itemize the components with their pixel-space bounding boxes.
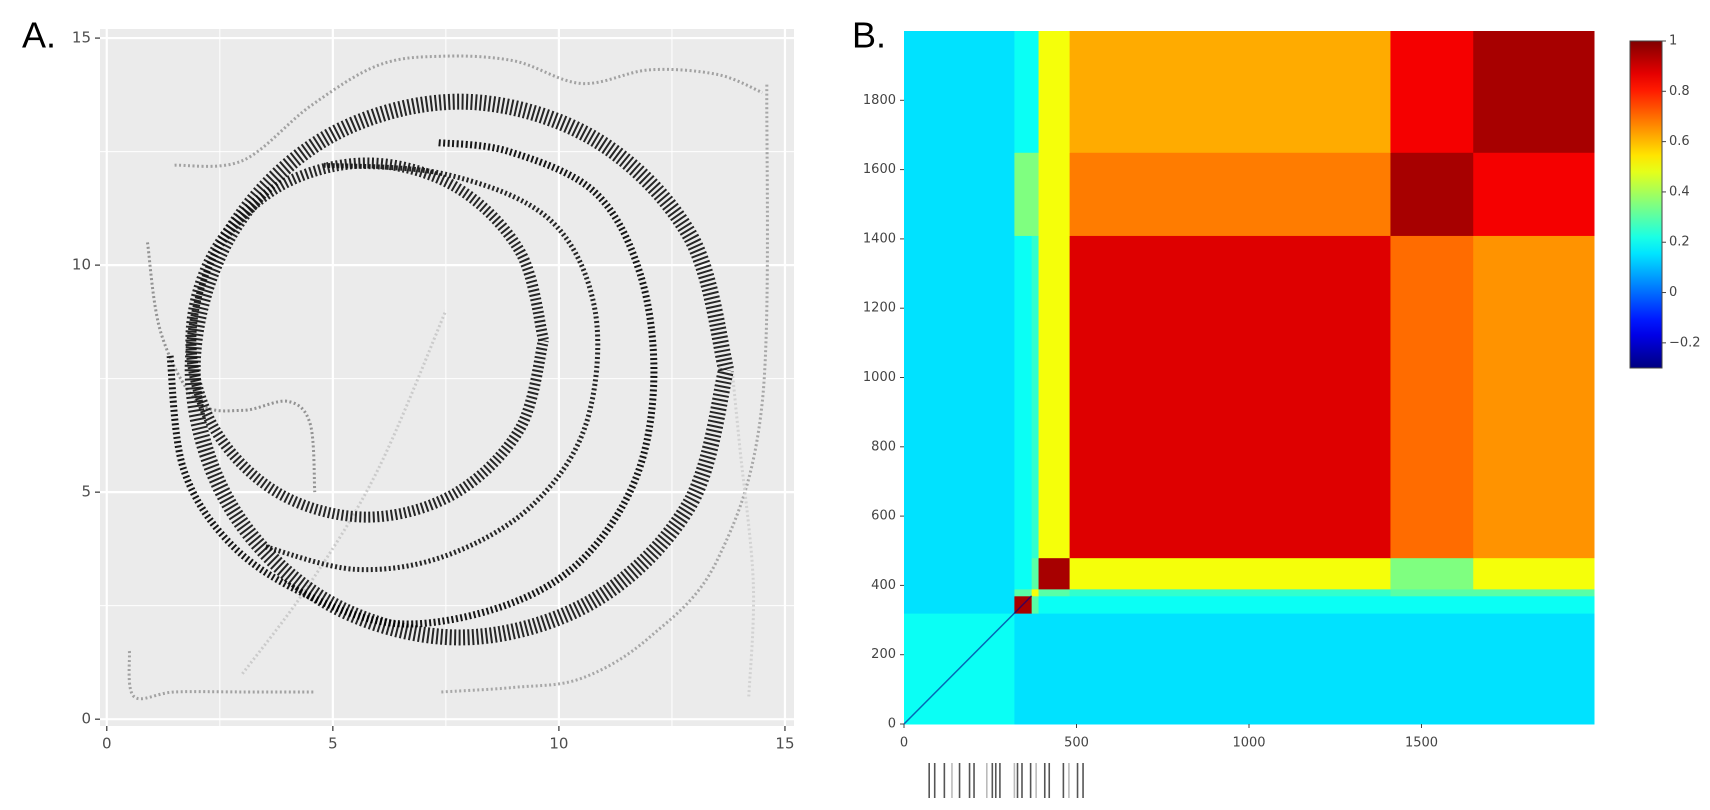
heatmap-cell: [1473, 588, 1595, 597]
heatmap-cell: [1038, 152, 1071, 236]
trajectory: [264, 162, 601, 573]
colorbar-label: 1: [1669, 34, 1677, 49]
heatmap-cell: [1014, 557, 1033, 590]
y-tick-label: 15: [72, 29, 91, 47]
heatmap-cell: [1031, 235, 1040, 559]
heatmap-cell: [1014, 588, 1033, 597]
heatmap-cell: [1473, 31, 1595, 153]
trajectory: [441, 83, 769, 694]
colorbar-label: 0.2: [1669, 235, 1690, 250]
colorbar-label: 0.4: [1669, 184, 1690, 199]
heatmap-cell: [1038, 588, 1071, 597]
heatmap-cell: [1038, 31, 1071, 153]
diagonal: [903, 595, 1033, 725]
heatmap-cell: [904, 235, 1015, 559]
heatmap-cell: [904, 588, 1015, 597]
heatmap-cell: [1390, 152, 1474, 236]
heatmap-cell: [1390, 235, 1474, 559]
heatmap-cell: [904, 152, 1015, 236]
panel-label: A.: [22, 15, 56, 56]
trajectory: [145, 242, 317, 493]
heatmap-cell: [1390, 613, 1474, 725]
colorbar: [1629, 40, 1663, 369]
x-tick-label: 10: [549, 735, 568, 753]
trajectory: [174, 54, 763, 168]
heatmap-cell: [1069, 235, 1391, 559]
heatmap-cell: [1031, 613, 1040, 725]
heatmap-cell: [1014, 152, 1033, 236]
x-tick-label: 0: [102, 735, 112, 753]
y-tick-label: 1600: [863, 162, 896, 177]
x-tick-label: 15: [775, 735, 794, 753]
y-tick-label: 1400: [863, 231, 896, 246]
colorbar-label: 0: [1669, 285, 1677, 300]
heatmap-cell: [1031, 588, 1040, 597]
heatmap-cell: [1014, 613, 1033, 725]
heatmap-cell: [1069, 152, 1391, 236]
y-tick-label: 0: [888, 717, 896, 732]
trajectory: [729, 355, 756, 697]
y-tick-label: 400: [871, 578, 896, 593]
heatmap-cell: [904, 557, 1015, 590]
heatmap-cell: [1069, 595, 1391, 614]
x-tick-label: 500: [1064, 736, 1089, 751]
y-tick-label: 10: [72, 256, 91, 274]
y-tick-label: 0: [81, 710, 91, 728]
heatmap-cell: [1069, 557, 1391, 590]
heatmap-cell: [904, 595, 1015, 614]
y-tick-label: 1000: [863, 370, 896, 385]
colorbar-label: −0.2: [1669, 335, 1701, 350]
y-tick-label: 5: [81, 483, 91, 501]
heatmap-cell: [1069, 588, 1391, 597]
trajectory: [127, 650, 315, 701]
colorbar-label: 0.8: [1669, 84, 1690, 99]
trajectory: [241, 309, 448, 675]
x-tick-label: 1500: [1405, 736, 1438, 751]
y-tick-label: 1800: [863, 93, 896, 108]
heatmap-cell: [1390, 588, 1474, 597]
heatmap-cell: [1031, 152, 1040, 236]
trajectory: [185, 157, 549, 523]
heatmap-cell: [1031, 595, 1040, 614]
trajectory: [184, 93, 734, 646]
heatmap-cell: [1038, 595, 1071, 614]
y-tick-label: 800: [871, 439, 896, 454]
heatmap-cell: [904, 31, 1015, 153]
heatmap-cell: [1390, 595, 1474, 614]
plot-background: [100, 29, 794, 726]
panel-a: 0 5 10 15 0 5 10 15: [72, 29, 795, 753]
heatmap-cell: [1038, 235, 1071, 559]
y-tick-label: 200: [871, 647, 896, 662]
heatmap-cell: [1390, 557, 1474, 590]
x-tick-label: 5: [328, 735, 338, 753]
heatmap-cell: [1031, 557, 1040, 590]
trajectory: [166, 139, 658, 628]
heatmap-cell: [1473, 557, 1595, 590]
x-tick-label: 0: [900, 736, 908, 751]
y-tick-label: 600: [871, 509, 896, 524]
heatmap-cell: [1069, 31, 1391, 153]
heatmap-cell: [1473, 235, 1595, 559]
heatmap-cell: [1473, 595, 1595, 614]
heatmap-cell: [1069, 613, 1391, 725]
heatmap-cell: [1390, 31, 1474, 153]
y-tick-label: 1200: [863, 301, 896, 316]
panel-label: B.: [852, 15, 886, 56]
heatmap-cell: [1014, 31, 1033, 153]
heatmap-cell: [1473, 613, 1595, 725]
heatmap-cell: [1038, 557, 1071, 590]
colorbar-label: 0.6: [1669, 134, 1690, 149]
heatmap-cell: [1031, 31, 1040, 153]
heatmap-cell: [1014, 235, 1033, 559]
heatmap-cell: [1038, 613, 1071, 725]
heatmap-cell: [1473, 152, 1595, 236]
x-tick-label: 1000: [1232, 736, 1265, 751]
panel-b: 0 500 1000 1500 0 200 400 600 800 1000 1200 1400 160…: [863, 31, 1701, 798]
